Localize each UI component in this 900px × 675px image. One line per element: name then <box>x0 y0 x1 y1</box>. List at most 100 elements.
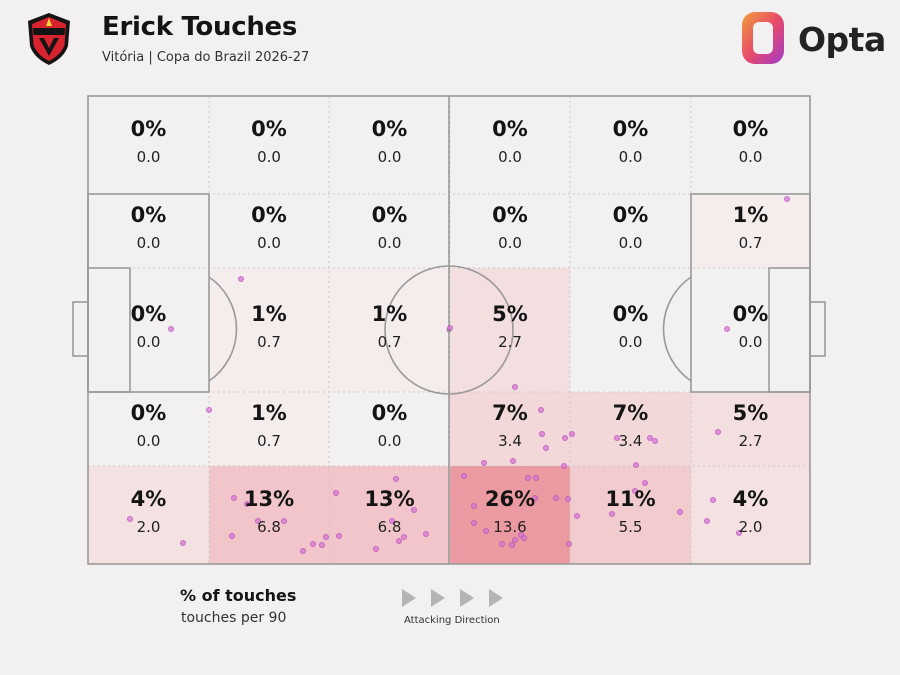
touch-dot <box>471 503 477 509</box>
zone-touch-percent: 7% <box>492 401 528 425</box>
left-penalty-arc <box>208 276 238 382</box>
zone-label: 0% 0.0 <box>89 302 209 352</box>
brand-name: Opta <box>798 20 886 59</box>
touch-dot <box>411 507 417 513</box>
legend-main-label: % of touches <box>180 586 297 605</box>
zone-touches-per-90: 5.5 <box>618 518 643 536</box>
opta-logo <box>742 12 784 64</box>
zone-touch-percent: 0% <box>130 302 167 326</box>
zone-touches-per-90: 0.0 <box>257 148 281 166</box>
touch-dot <box>512 384 518 390</box>
touch-dot <box>647 435 653 441</box>
zone-touches-per-90: 0.0 <box>618 234 643 252</box>
zone-touches-per-90: 0.0 <box>618 333 643 351</box>
touch-dot <box>642 480 648 486</box>
zone-touches-per-90: 0.0 <box>498 234 522 252</box>
touch-dot <box>423 531 429 537</box>
heatmap-zone <box>450 194 570 268</box>
play-arrow-icon <box>431 589 445 607</box>
zone-touch-percent: 4% <box>130 487 167 511</box>
heatmap-zone <box>570 466 691 564</box>
vitoria-crest-icon <box>28 13 70 65</box>
zone-touch-percent: 1% <box>732 203 769 227</box>
zone-label: 1% 0.7 <box>209 401 329 451</box>
zone-touch-percent: 0% <box>732 302 769 326</box>
touch-dot <box>632 488 638 494</box>
touch-dot <box>784 196 790 202</box>
touch-dot <box>180 540 186 546</box>
touch-dot <box>652 438 658 444</box>
zone-label: 0% 0.0 <box>89 401 209 451</box>
heatmap-zone <box>88 96 209 194</box>
heatmap-zone <box>209 194 329 268</box>
zone-touch-percent: 0% <box>130 401 167 425</box>
zone-touch-percent: 5% <box>492 302 528 326</box>
zone-label: 1% 0.7 <box>691 203 811 253</box>
touch-dot <box>127 516 133 522</box>
zone-label: 0% 0.0 <box>450 117 570 167</box>
zone-touches-per-90: 0.0 <box>377 148 402 166</box>
touch-dot <box>521 535 527 541</box>
zone-label: 13% 6.8 <box>209 487 329 537</box>
heatmap-zone <box>691 392 810 466</box>
zone-touch-percent: 0% <box>612 203 649 227</box>
zone-touches-per-90: 3.4 <box>618 432 643 450</box>
zone-label: 0% 0.0 <box>330 117 450 167</box>
touch-dot <box>510 458 516 464</box>
zone-label: 0% 0.0 <box>89 117 209 167</box>
touch-dot <box>206 407 212 413</box>
zone-touch-percent: 0% <box>371 117 408 141</box>
heatmap-zone <box>570 194 691 268</box>
zone-touch-percent: 0% <box>732 117 769 141</box>
zone-label: 7% 3.4 <box>450 401 570 451</box>
subtitle: Vitória | Copa do Brazil 2026-27 <box>102 50 310 65</box>
zone-touch-percent: 0% <box>371 203 408 227</box>
zone-touches-per-90: 2.0 <box>136 518 161 536</box>
zone-touches-per-90: 0.0 <box>136 333 161 351</box>
touch-dot <box>569 431 575 437</box>
centre-circle <box>384 265 514 395</box>
zone-label: 0% 0.0 <box>89 203 209 253</box>
zone-label: 0% 0.0 <box>571 203 691 253</box>
touch-dot <box>532 495 538 501</box>
heatmap-zone <box>691 96 810 194</box>
touch-dot <box>333 490 339 496</box>
touch-dot <box>481 460 487 466</box>
touch-dot <box>244 501 250 507</box>
zone-label: 0% 0.0 <box>330 203 450 253</box>
zone-label: 7% 3.4 <box>571 401 691 451</box>
right-goal <box>809 301 826 357</box>
zone-touch-percent: 0% <box>130 203 167 227</box>
touch-dot <box>396 538 402 544</box>
heatmap-zone <box>450 392 570 466</box>
touch-dot <box>561 463 567 469</box>
heatmap-zone <box>570 96 691 194</box>
touch-dot <box>562 435 568 441</box>
heatmap-zone <box>329 268 450 392</box>
heatmap-zone <box>691 466 810 564</box>
zone-touch-percent: 0% <box>371 401 408 425</box>
zone-label: 13% 6.8 <box>330 487 450 537</box>
touch-dot <box>461 473 467 479</box>
zone-label: 0% 0.0 <box>691 117 811 167</box>
zone-touches-per-90: 2.0 <box>738 518 763 536</box>
legend-sub-label: touches per 90 <box>181 610 287 626</box>
zone-touch-percent: 26% <box>484 487 536 511</box>
touch-dot <box>677 509 683 515</box>
zone-touches-per-90: 13.6 <box>493 518 527 536</box>
play-arrow-icon <box>402 589 416 607</box>
zone-touch-percent: 0% <box>130 117 167 141</box>
heatmap-zone <box>691 268 810 392</box>
touch-dot <box>300 548 306 554</box>
heatmap-zone <box>329 392 450 466</box>
zone-touches-per-90: 3.4 <box>498 432 522 450</box>
heatmap-zone <box>209 96 329 194</box>
heatmap-zone <box>691 194 810 268</box>
touch-dot <box>525 475 531 481</box>
heatmap-zone <box>570 268 691 392</box>
zone-touch-percent: 13% <box>243 487 295 511</box>
touch-dot <box>231 495 237 501</box>
zone-touch-percent: 1% <box>251 401 287 425</box>
zone-label: 11% 5.5 <box>571 487 691 537</box>
touch-dot <box>574 513 580 519</box>
